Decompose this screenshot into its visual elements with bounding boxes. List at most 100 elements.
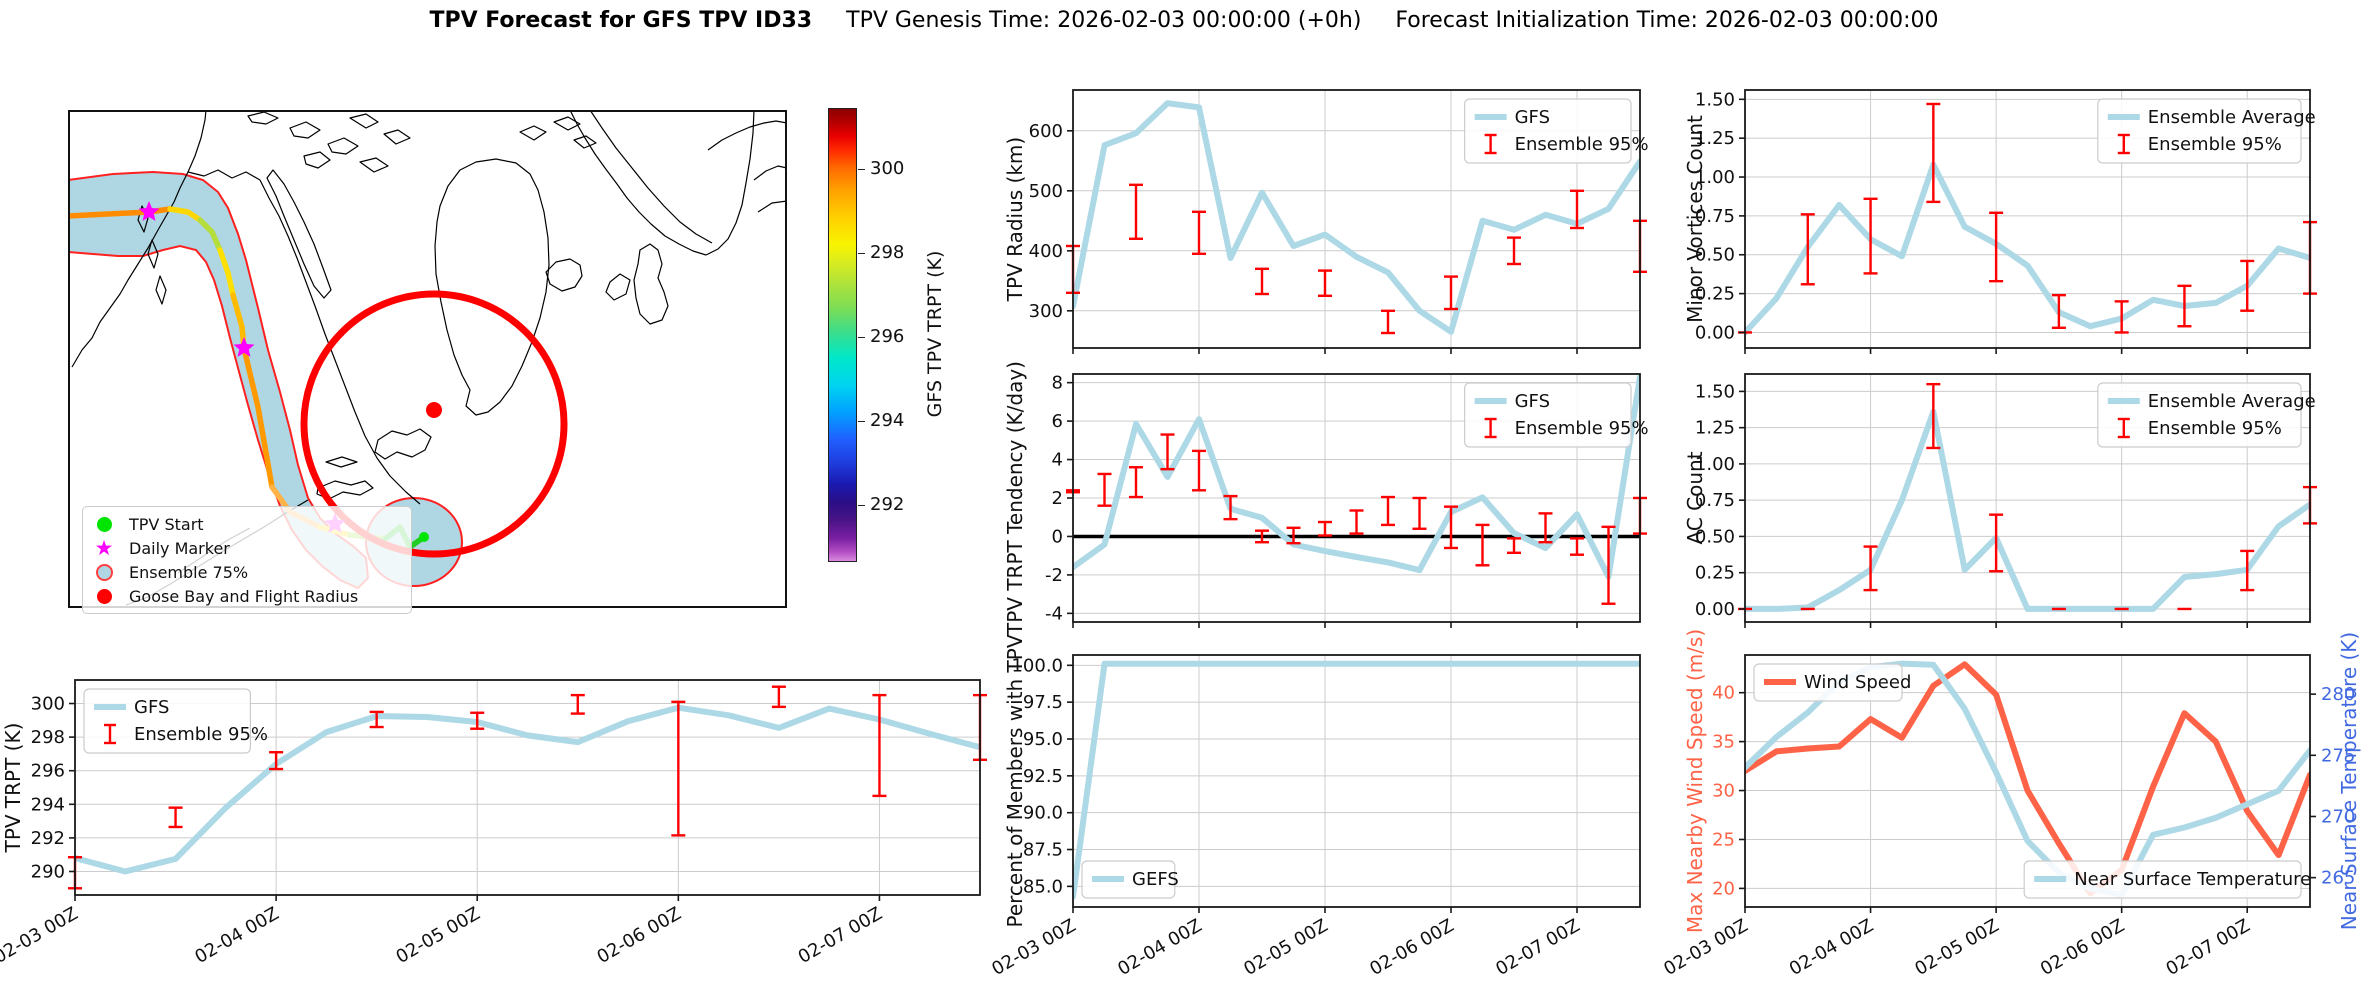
y-axis-label: TPV Radius (km) [1003,137,1027,302]
svg-text:97.5: 97.5 [1023,692,1063,713]
svg-text:95.0: 95.0 [1023,729,1063,750]
legend-label: Goose Bay and Flight Radius [129,586,359,606]
plot-frame [1744,89,2311,349]
svg-text:0.50: 0.50 [1695,245,1735,266]
svg-text:0: 0 [1052,526,1063,547]
svg-text:92.5: 92.5 [1023,766,1063,787]
x-axis-ticks [1744,622,2249,628]
legend-label: TPV Start [129,514,204,534]
daily-marker-icon: ★ [94,535,114,560]
chart-legend: Wind Speed [1753,663,1911,702]
colorbar-tick [858,253,865,255]
legend-item-goose-bay: Goose Bay and Flight Radius [93,585,401,607]
svg-text:1.50: 1.50 [1695,89,1735,110]
plot-frame [1072,654,1641,908]
x-axis-ticks: 02-03 00Z 02-04 00Z 02-05 00Z 02-06 00Z 02-0… [0,895,886,968]
colorbar-gradient [828,108,857,562]
svg-text:298: 298 [31,727,65,748]
colorbar-tick-label: 292 [870,494,905,516]
title-genesis-time: TPV Genesis Time: 2026-02-03 00:00:00 (+… [846,8,1362,33]
svg-text:1.25: 1.25 [1695,128,1735,149]
ensemble-errorbars [1066,433,1647,605]
colorbar-tick [858,168,865,170]
legend-label: Daily Marker [129,538,230,558]
svg-text:Ensemble Average: Ensemble Average [2148,391,2316,412]
colorbar-panel: 292 294 296 298 300 GFS TPV TRPT (K) [828,108,1008,578]
svg-text:280: 280 [2321,684,2355,705]
y-axis-ticks: 0.00 0.25 0.50 0.75 1.00 1.25 1.50 [1695,381,1745,620]
svg-text:290: 290 [31,861,65,882]
y-axis-ticks: -4 -2 0 2 4 6 8 [1045,373,1073,624]
tpv-start-dot [419,532,429,542]
title-main: TPV Forecast for GFS TPV ID33 [429,8,813,33]
y2-axis-label: Near Surface Temperature (K) [2337,632,2361,930]
y-axis-label: TPV TRPT Tendency (K/day) [1003,361,1027,636]
svg-text:0.25: 0.25 [1695,563,1735,584]
svg-text:Near Surface Temperature: Near Surface Temperature [2074,869,2311,890]
chart-legend: GFS Ensemble 95% [83,688,268,754]
svg-text:02-03 00Z: 02-03 00Z [988,915,1079,980]
svg-text:1.00: 1.00 [1695,167,1735,188]
svg-text:1.25: 1.25 [1695,418,1735,439]
chart-tpv-trpt: 290 292 294 296 298 300 02-03 00Z 02-04 00… [0,679,987,968]
svg-text:02-04 00Z: 02-04 00Z [1114,915,1205,980]
svg-text:0.25: 0.25 [1695,284,1735,305]
svg-text:-2: -2 [1045,565,1063,586]
title-init-time: Forecast Initialization Time: 2026-02-03… [1395,8,1939,33]
map-frame [68,110,787,608]
chart-legend: Ensemble Average Ensemble 95% [2097,98,2316,164]
svg-text:0.00: 0.00 [1695,322,1735,343]
series-lines [1073,660,1640,900]
chart-legend: GFS Ensemble 95% [1464,382,1649,448]
plot-frame [1744,654,2311,908]
svg-text:85.0: 85.0 [1023,876,1063,897]
x-axis-ticks [1072,622,1578,628]
svg-text:4: 4 [1052,450,1063,471]
svg-text:300: 300 [31,694,65,715]
colorbar-tick-label: 296 [870,326,905,348]
svg-text:300: 300 [1029,301,1063,322]
series-lines [75,704,980,875]
series-lines [1073,374,1640,580]
goose-bay-dot [426,402,442,418]
y-axis-label: Minor Vortices Count [1683,115,1707,323]
chart-trpt-tendency: -4 -2 0 2 4 6 8 TPV TRPT Tendency (K/day)… [1003,361,1649,636]
svg-text:400: 400 [1029,241,1063,262]
x-axis-ticks: 02-03 00Z 02-04 00Z 02-05 00Z 02-06 00Z 02-0… [1660,907,2254,980]
series-lines [1073,100,1640,335]
series-lines [1745,161,2310,336]
svg-text:35: 35 [1712,732,1735,753]
svg-text:Wind Speed: Wind Speed [1804,672,1911,693]
svg-text:Ensemble 95%: Ensemble 95% [1515,418,1649,439]
chart-legend: Ensemble Average Ensemble 95% [2097,382,2316,448]
chart-legend: Near Surface Temperature [2023,860,2311,899]
svg-text:Ensemble Average: Ensemble Average [2148,107,2316,128]
svg-text:02-07 00Z: 02-07 00Z [2162,915,2253,980]
svg-text:296: 296 [31,761,65,782]
svg-text:Ensemble 95%: Ensemble 95% [2148,134,2282,155]
svg-text:Ensemble 95%: Ensemble 95% [2148,418,2282,439]
svg-text:500: 500 [1029,181,1063,202]
svg-text:30: 30 [1712,781,1735,802]
page-title: TPV Forecast for GFS TPV ID33 TPV Genesi… [0,8,2368,33]
chart-legend: GFS Ensemble 95% [1464,98,1649,164]
daily-marker-star [233,337,255,357]
legend-item-tpv-start: TPV Start [93,513,401,535]
legend-item-daily-marker: ★ Daily Marker [93,537,401,559]
tpv-start-icon [93,516,115,532]
svg-text:GEFS: GEFS [1132,869,1179,890]
svg-text:GFS: GFS [1515,391,1550,412]
colorbar-tick [858,337,865,339]
svg-text:02-06 00Z: 02-06 00Z [594,903,685,968]
y-axis-label: AC Count [1683,451,1707,544]
svg-text:20: 20 [1712,878,1735,899]
y-axis-ticks: 300 400 500 600 [1029,121,1073,322]
svg-text:25: 25 [1712,829,1735,850]
svg-text:02-07 00Z: 02-07 00Z [795,903,886,968]
y-axis-ticks: 85.0 87.5 90.0 92.5 95.0 97.5 100.0 [1011,655,1073,897]
svg-text:Ensemble 95%: Ensemble 95% [134,724,268,745]
